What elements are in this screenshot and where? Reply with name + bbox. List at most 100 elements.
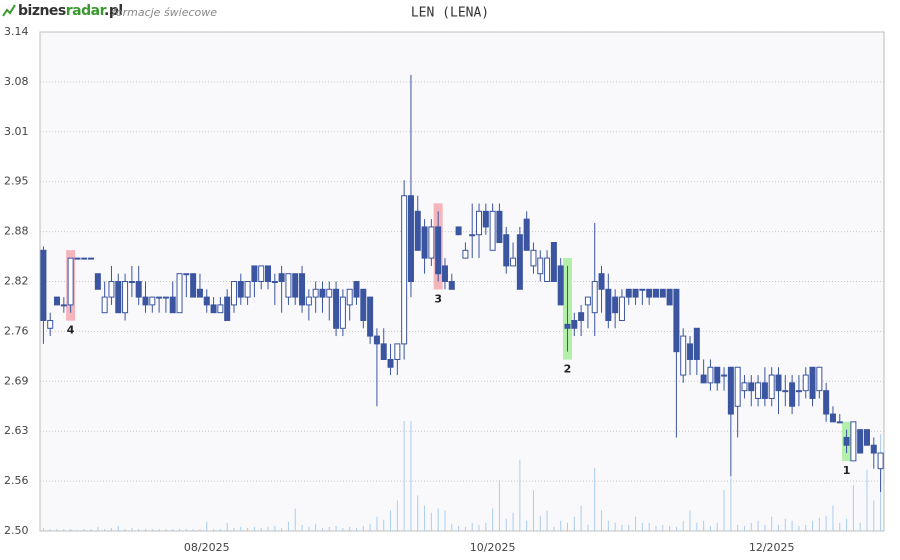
volume-bar xyxy=(505,518,507,531)
pattern-label: 3 xyxy=(434,293,442,306)
x-tick-label: 10/2025 xyxy=(470,541,516,554)
volume-bar xyxy=(791,520,793,531)
volume-bar xyxy=(716,522,718,531)
volume-bar xyxy=(430,512,432,531)
candle-body xyxy=(476,210,483,236)
candle-body xyxy=(326,288,333,298)
candle-body xyxy=(850,421,857,462)
candle-body xyxy=(489,210,496,251)
candle-body xyxy=(339,296,346,329)
candle-body xyxy=(612,296,619,314)
volume-bar xyxy=(145,528,146,531)
volume-bar xyxy=(226,522,228,531)
volume-bar xyxy=(172,528,174,531)
candle-body xyxy=(870,444,877,454)
candle-body xyxy=(81,257,88,260)
candle-body xyxy=(455,226,462,236)
volume-bar xyxy=(110,527,112,531)
volume-bar xyxy=(846,518,848,531)
candle-body xyxy=(652,288,659,298)
candle-body xyxy=(530,249,537,267)
pattern-label: 4 xyxy=(67,324,75,337)
candle-body xyxy=(353,281,360,298)
y-tick-label: 2.50 xyxy=(4,524,29,537)
volume-bar xyxy=(267,526,269,531)
volume-bar xyxy=(42,527,44,531)
volume-bar xyxy=(260,527,262,531)
candle-body xyxy=(435,226,442,275)
volume-bar xyxy=(274,525,276,531)
y-tick-label: 2.88 xyxy=(4,225,29,238)
volume-bar xyxy=(185,528,187,531)
volume-bar xyxy=(560,520,562,531)
candle-body xyxy=(47,319,54,329)
candle-body xyxy=(523,218,530,251)
volume-bar xyxy=(165,528,167,531)
candle-body xyxy=(639,288,646,291)
candle-body xyxy=(503,234,510,267)
volume-bar xyxy=(628,524,630,531)
volume-bar xyxy=(287,521,289,531)
x-tick-label: 08/2025 xyxy=(184,541,230,554)
volume-bar xyxy=(812,520,814,531)
candle-body xyxy=(700,374,707,384)
candle-body xyxy=(544,257,551,282)
chart-title: LEN (LENA) xyxy=(411,6,489,21)
volume-bar xyxy=(662,524,664,531)
volume-bar xyxy=(805,524,807,531)
volume-bar xyxy=(832,505,834,531)
candle-body xyxy=(564,323,571,329)
candle-body xyxy=(877,452,884,470)
candle-body xyxy=(414,210,421,251)
candle-body xyxy=(462,249,469,259)
candle-body xyxy=(693,327,700,360)
candle-body xyxy=(373,335,380,345)
candle-body xyxy=(162,296,169,299)
volume-bar xyxy=(607,520,609,531)
volume-bar xyxy=(301,524,303,531)
candle-body xyxy=(823,390,830,415)
candle-body xyxy=(857,429,864,454)
candle-body xyxy=(428,226,435,259)
volume-bar xyxy=(526,520,528,531)
candle-body xyxy=(836,421,843,424)
candle-body xyxy=(285,273,292,298)
volume-bar xyxy=(580,505,582,531)
candle-body xyxy=(666,288,673,306)
volume-bar xyxy=(778,524,779,531)
volume-bar xyxy=(138,528,140,531)
y-tick-label: 2.69 xyxy=(4,374,29,387)
candle-body xyxy=(128,281,135,283)
volume-bar xyxy=(417,495,419,531)
volume-bar xyxy=(335,525,337,531)
volume-bar xyxy=(179,528,181,531)
volume-bar xyxy=(219,528,221,531)
volume-bar xyxy=(294,508,296,531)
candle-body xyxy=(401,195,408,345)
volume-bar xyxy=(464,526,466,531)
candle-body xyxy=(333,288,340,329)
volume-bar xyxy=(49,528,51,531)
volume-bar xyxy=(321,527,323,531)
logo-part: radar xyxy=(66,3,107,19)
candle-body xyxy=(278,273,285,282)
y-tick-label: 2.56 xyxy=(4,474,29,487)
candle-body xyxy=(115,281,122,314)
candle-body xyxy=(196,288,203,298)
volume-bar xyxy=(512,512,514,531)
candle-body xyxy=(299,273,306,306)
candle-body xyxy=(448,281,455,290)
volume-bar xyxy=(199,528,201,531)
candle-body xyxy=(305,296,312,306)
candle-body xyxy=(687,343,694,360)
volume-bar xyxy=(798,525,800,531)
volume-bar xyxy=(498,480,500,531)
candle-body xyxy=(108,281,115,298)
volume-bar xyxy=(859,522,861,531)
candle-body xyxy=(571,319,578,329)
candle-body xyxy=(88,257,95,260)
candle-body xyxy=(816,366,823,392)
candle-body xyxy=(67,257,74,306)
volume-bar xyxy=(485,522,487,531)
